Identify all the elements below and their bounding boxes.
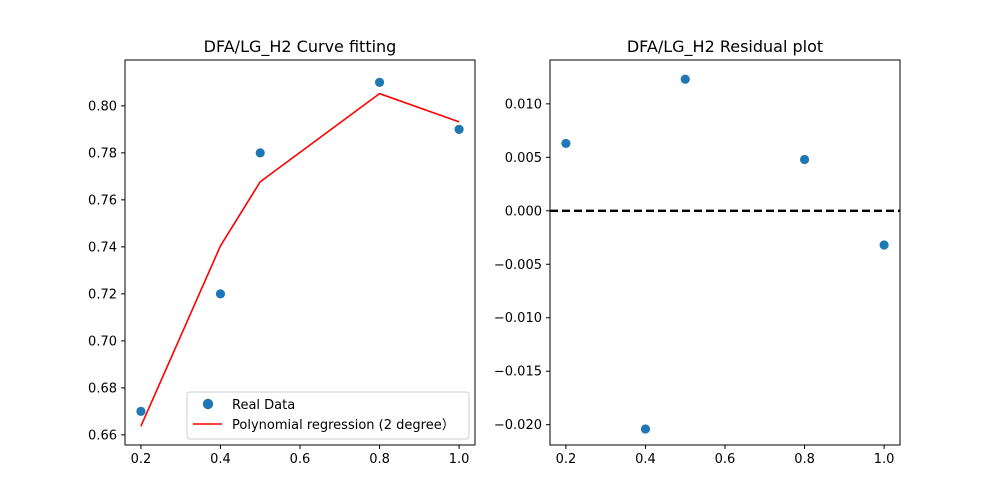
y-tick-label: 0.005 [505,151,542,166]
data-point [680,74,690,84]
axis-ticks: 0.2 0.4 0.6 0.8 1.0 0.66 0.68 0.70 0.72 0.74 0.76 0… [88,99,469,467]
legend-box [186,391,470,440]
data-point [640,424,651,434]
chart-title: DFA/LG_H2 Curve fitting [204,37,397,57]
legend: Real Data Polynomial regression (2 degre… [186,391,470,440]
y-tick-label: −0.015 [494,365,542,380]
y-tick-label: 0.74 [88,240,117,255]
data-point [255,148,265,158]
plot-frame [124,59,476,446]
plot-marks [550,74,900,434]
legend-label-regression: Polynomial regression (2 degree） [232,418,455,433]
legend-label-real-data: Real Data [232,398,295,413]
x-tick-label: 0.8 [369,452,390,467]
curve-fitting-chart: DFA/LG_H2 Curve fitting 0.2 0.4 0.6 0.8 1.00… [88,37,476,467]
x-tick-label: 1.0 [874,452,895,467]
y-tick-label: 0.000 [505,204,542,219]
data-point [879,240,889,250]
data-point [561,138,571,149]
plot-frame [549,59,901,446]
plot-marks [136,77,464,427]
y-tick-label: 0.78 [88,146,117,161]
data-point [799,154,810,165]
x-tick-label: 1.0 [449,452,470,467]
x-tick-label: 0.2 [556,452,577,467]
y-tick-label: 0.80 [88,99,117,114]
y-tick-label: 0.66 [88,428,117,443]
regression-line [140,92,460,427]
x-tick-label: 0.6 [715,452,736,467]
y-tick-label: 0.72 [88,287,117,302]
y-tick-label: 0.76 [88,193,117,208]
y-tick-label: 0.70 [88,334,117,349]
y-tick-label: 0.010 [505,97,542,112]
legend-marker-real-data [202,398,214,410]
y-tick-label: 0.68 [88,381,117,396]
axis-ticks: 0.2 0.4 0.6 0.8 1.0 −0.020 −0.015 −0.010 −0.005 0… [494,97,895,467]
x-tick-label: 0.4 [210,452,231,467]
y-tick-label: −0.010 [494,311,542,326]
x-tick-label: 0.8 [794,452,815,467]
residual-plot-chart: DFA/LG_H2 Residual plot 0.2 0.4 0.6 0.8 1.0 −… [494,37,901,467]
chart-title: DFA/LG_H2 Residual plot [627,37,823,57]
x-tick-label: 0.2 [131,452,152,467]
data-point [215,289,226,299]
x-tick-label: 0.4 [635,452,656,467]
y-tick-label: −0.005 [494,258,542,273]
data-point [454,124,464,134]
x-tick-label: 0.6 [290,452,311,467]
data-point [374,77,385,87]
y-tick-label: −0.020 [494,418,542,433]
data-point [136,406,146,416]
